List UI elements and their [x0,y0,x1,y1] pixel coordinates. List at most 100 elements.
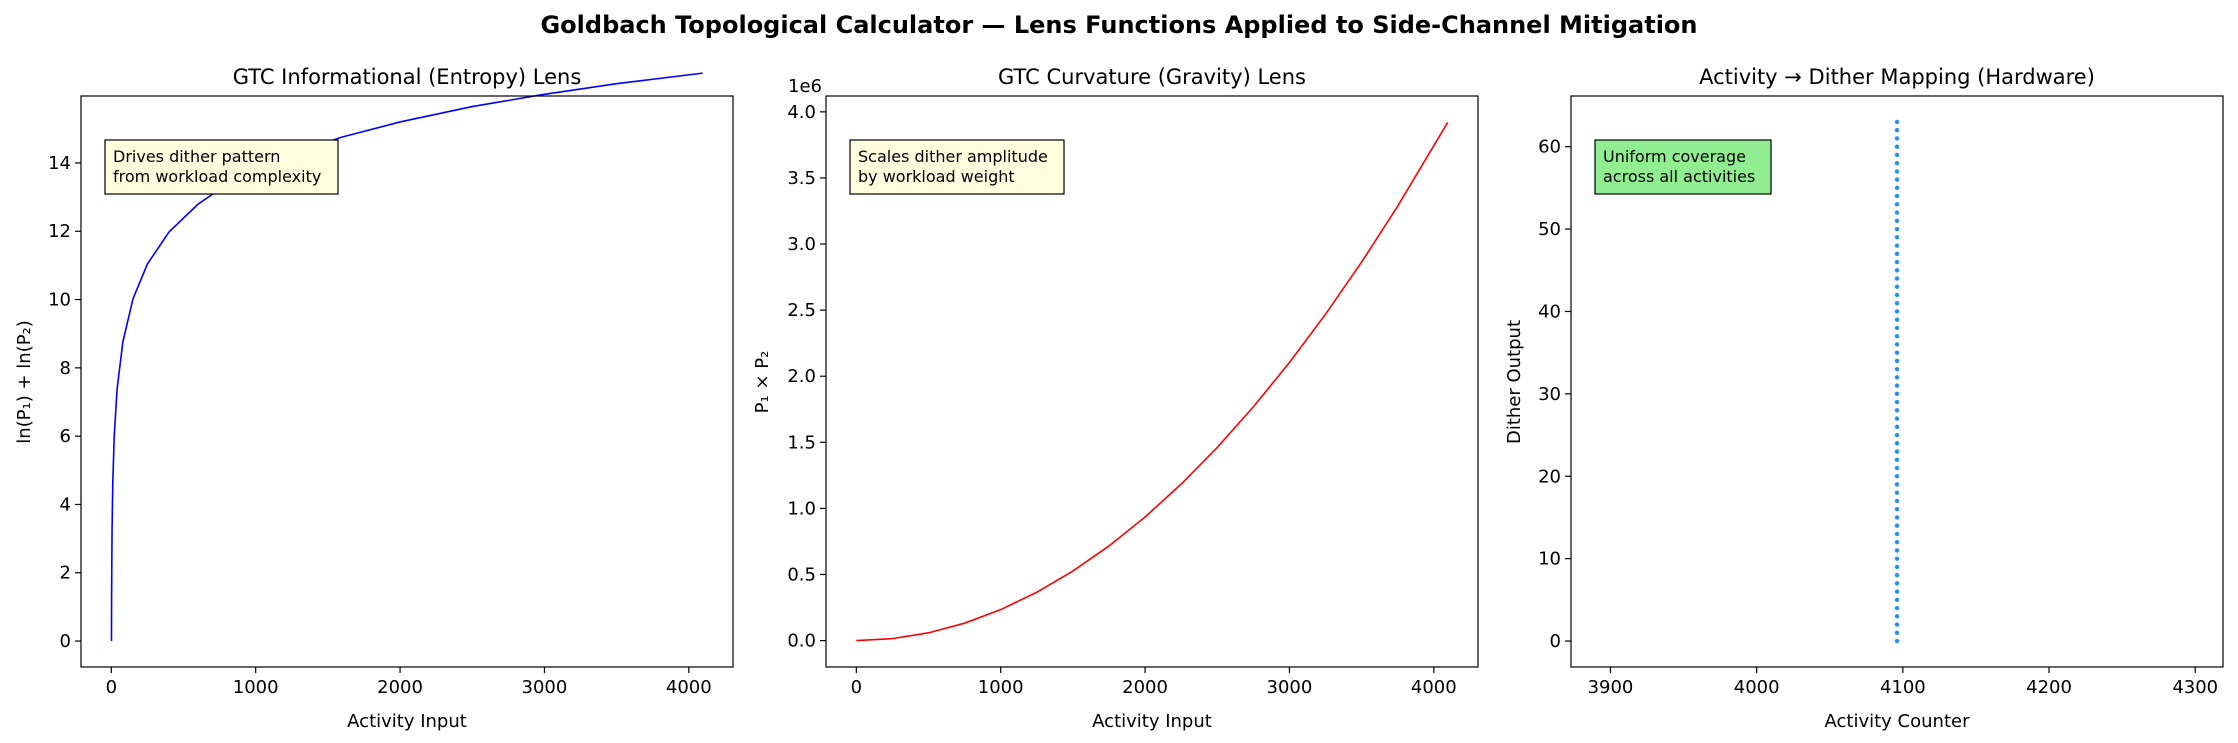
x-tick-label: 3900 [1588,677,1634,698]
scatter-point [1894,465,1900,471]
scatter-point [1894,498,1900,504]
scatter-point [1894,449,1900,454]
axes-frame [1570,95,2224,668]
scatter-point [1894,243,1900,248]
annotation-box [1594,139,1772,195]
scatter-point [1894,408,1900,413]
y-axis-label: P₁ × P₂ [752,351,773,414]
scatter-point [1894,358,1900,364]
scatter-point [1894,474,1900,479]
annotation-text: from workload complexity [113,167,321,186]
x-tick-label: 4000 [666,677,712,698]
scatter-point [1894,301,1900,306]
scatter-point [1894,539,1900,545]
scatter-point [1894,333,1900,339]
y-tick-label: 10 [48,290,71,311]
scatter-point [1894,523,1900,528]
scatter-point [1894,193,1900,199]
x-tick-label: 2000 [377,677,423,698]
scatter-point [1894,638,1900,644]
scatter-point [1894,218,1900,224]
scatter-point [1894,185,1900,191]
x-tick-label: 1000 [978,677,1024,698]
scatter-point [1894,564,1900,570]
scatter-point [1894,399,1900,405]
scatter-point [1894,441,1900,446]
scatter-point [1894,515,1900,520]
scatter-point [1894,136,1900,141]
x-tick-label: 4000 [1411,677,1457,698]
scatter-point [1894,202,1900,207]
scatter-point [1894,177,1900,182]
y-tick-label: 4 [60,494,71,515]
panel-title: GTC Informational (Entropy) Lens [233,65,582,89]
x-tick-label: 2000 [1122,677,1168,698]
scatter-point [1894,350,1900,355]
scatter-point [1894,317,1900,322]
scatter-point [1894,416,1900,421]
y-tick-label: 0.5 [787,564,816,585]
x-axis-label: Activity Input [347,711,467,732]
y-tick-label: 3.0 [787,234,816,255]
x-tick-label: 0 [106,677,117,698]
scatter-point [1894,482,1900,487]
axes-frame [825,95,1479,668]
scatter-point [1894,432,1900,438]
y-tick-label: 40 [1538,301,1561,322]
y-tick-label: 2.5 [787,300,816,321]
annotation-text: Scales dither amplitude [858,147,1048,166]
series-line-0 [856,122,1449,642]
panel-title: GTC Curvature (Gravity) Lens [998,65,1306,89]
scatter-point [1894,375,1900,380]
y-tick-label: 1.0 [787,498,816,519]
scatter-point [1894,325,1900,331]
curvature-lens-panel: GTC Curvature (Gravity) Lens Activity In… [752,65,1479,732]
y-axis-label: ln(P₁) + ln(P₂) [14,320,35,444]
scatter-point [1894,226,1900,232]
scatter-point [1894,424,1900,430]
scatter-point [1894,383,1900,388]
annotation-text: Uniform coverage [1603,147,1746,166]
annotation-box [849,139,1065,195]
x-tick-label: 4100 [1880,677,1926,698]
y-tick-label: 0 [60,631,71,652]
scatter-point [1894,268,1900,273]
y-offset-label: 1e6 [788,76,822,97]
y-tick-label: 2 [60,563,71,584]
scatter-point [1894,160,1900,166]
x-tick-label: 1000 [233,677,279,698]
y-tick-label: 60 [1538,137,1561,158]
scatter-point [1894,127,1900,133]
y-tick-label: 50 [1538,219,1561,240]
annotation-text: Drives dither pattern [113,147,280,166]
scatter-point [1894,605,1900,611]
annotation-box [104,139,339,195]
scatter-point [1894,292,1900,298]
scatter-point [1894,391,1900,397]
scatter-point [1894,152,1900,158]
scatter-point [1894,614,1900,619]
scatter-point [1894,342,1900,347]
x-axis-label: Activity Input [1092,711,1212,732]
x-tick-label: 4300 [2172,677,2218,698]
y-tick-label: 10 [1538,549,1561,570]
x-tick-label: 3000 [522,677,568,698]
y-tick-label: 14 [48,153,71,174]
series-line-0 [110,72,703,642]
x-tick-label: 4000 [1734,677,1780,698]
y-tick-label: 1.5 [787,432,816,453]
annotation-text: across all activities [1603,167,1755,186]
scatter-point [1894,531,1900,537]
scatter-point [1894,572,1900,578]
scatter-point [1894,507,1900,512]
axes-frame [80,95,734,668]
y-axis-label: Dither Output [1504,320,1525,444]
scatter-point [1894,251,1900,256]
y-tick-label: 6 [60,426,71,447]
y-tick-label: 12 [48,221,71,242]
panel-title: Activity → Dither Mapping (Hardware) [1699,65,2095,89]
x-tick-label: 0 [851,677,862,698]
scatter-point [1894,259,1900,265]
y-tick-label: 8 [60,358,71,379]
